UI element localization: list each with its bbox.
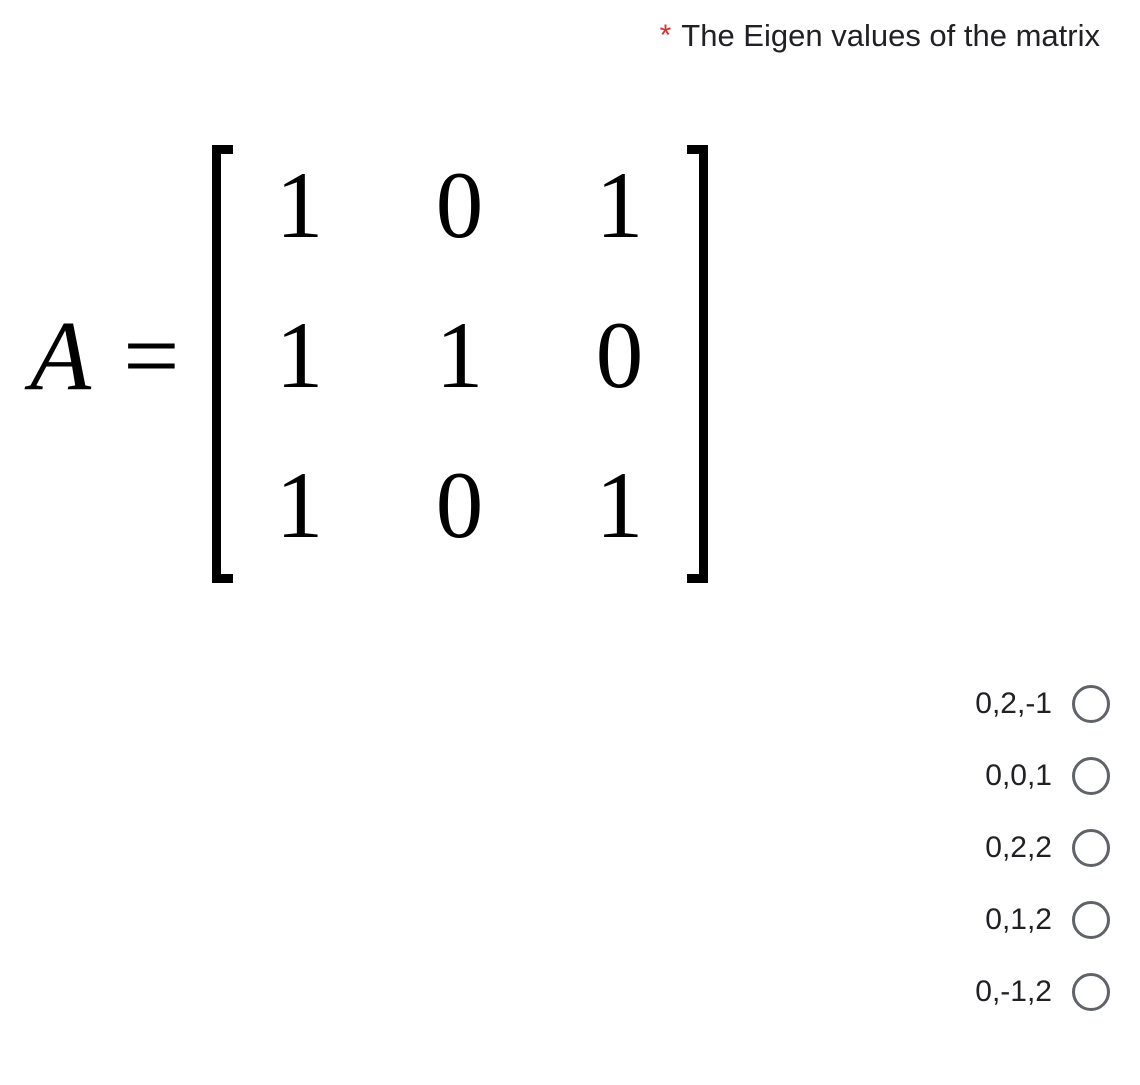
required-asterisk: * [660,19,672,53]
matrix-cell: 1 [270,300,330,410]
left-bracket [212,145,240,565]
matrix-equation: A = 1 0 1 1 1 0 1 0 1 [30,130,708,580]
matrix-cell: 1 [590,150,650,260]
option-row[interactable]: 0,1,2 [985,901,1110,939]
options-list: 0,2,-1 0,0,1 0,2,2 0,1,2 0,-1,2 [975,685,1110,1011]
radio-button[interactable] [1072,901,1110,939]
right-bracket [680,145,708,565]
matrix-cell: 1 [270,150,330,260]
question-header: * The Eigen values of the matrix [660,18,1100,54]
equals-sign: = [123,298,179,413]
radio-button[interactable] [1072,829,1110,867]
question-text: The Eigen values of the matrix [681,18,1100,54]
matrix-cell: 1 [270,450,330,560]
option-label: 0,0,1 [985,759,1052,793]
matrix-wrapper: 1 0 1 1 1 0 1 0 1 [212,130,708,580]
option-label: 0,1,2 [985,903,1052,937]
option-label: 0,2,-1 [975,687,1052,721]
option-row[interactable]: 0,2,2 [985,829,1110,867]
option-label: 0,-1,2 [975,975,1052,1009]
radio-button[interactable] [1072,973,1110,1011]
radio-button[interactable] [1072,685,1110,723]
matrix-variable: A [30,298,91,413]
option-row[interactable]: 0,2,-1 [975,685,1110,723]
matrix-cell: 0 [430,150,490,260]
matrix-grid: 1 0 1 1 1 0 1 0 1 [240,130,680,580]
radio-button[interactable] [1072,757,1110,795]
option-row[interactable]: 0,-1,2 [975,973,1110,1011]
matrix-cell: 0 [590,300,650,410]
option-label: 0,2,2 [985,831,1052,865]
matrix-cell: 1 [590,450,650,560]
option-row[interactable]: 0,0,1 [985,757,1110,795]
matrix-cell: 0 [430,450,490,560]
matrix-cell: 1 [430,300,490,410]
